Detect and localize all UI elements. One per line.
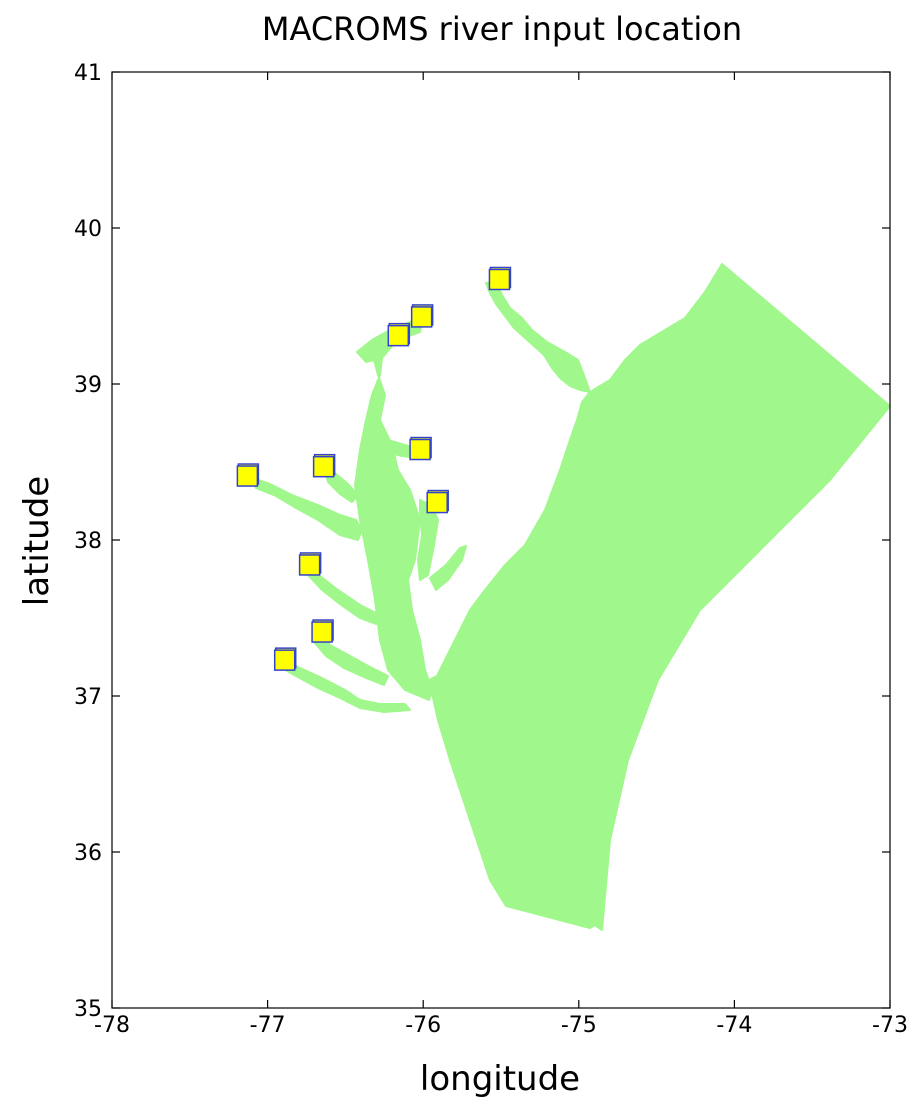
river-input-marker-square bbox=[273, 649, 296, 671]
pocomoke-river-shape bbox=[429, 545, 467, 591]
river-input-marker-square bbox=[387, 324, 410, 347]
york-river-shape bbox=[313, 632, 389, 686]
river-input-marker-square bbox=[312, 455, 335, 478]
chart-title: MACROMS river input location bbox=[262, 10, 742, 48]
river-input-marker-square bbox=[426, 491, 448, 514]
ocean-domain-shape bbox=[428, 263, 891, 931]
potomac-river-shape bbox=[251, 477, 363, 541]
river-input-marker bbox=[387, 322, 411, 347]
x-tick-label: -73 bbox=[872, 1013, 908, 1038]
model-domain-layer bbox=[251, 263, 891, 931]
river-input-markers bbox=[236, 266, 512, 671]
river-input-marker bbox=[236, 463, 260, 487]
river-input-marker-square bbox=[298, 554, 321, 576]
river-input-marker-square bbox=[409, 438, 431, 461]
river-input-marker-square bbox=[236, 465, 259, 487]
x-tick-label: -74 bbox=[716, 1013, 752, 1038]
river-input-marker-square bbox=[410, 306, 433, 328]
rappahannock-river-shape bbox=[307, 566, 379, 625]
river-input-marker bbox=[311, 619, 334, 643]
ticks-layer: -78 -77 -76 -75 -74 -73 35 36 37 38 39 40 41 bbox=[74, 61, 908, 1038]
y-axis-label: latitude bbox=[17, 476, 57, 606]
y-tick-label: 37 bbox=[74, 685, 102, 710]
river-input-marker-square bbox=[311, 621, 333, 643]
river-input-marker bbox=[409, 436, 432, 461]
y-tick-label: 38 bbox=[74, 529, 102, 554]
delaware-bay-shape bbox=[485, 280, 591, 393]
y-tick-label: 39 bbox=[74, 373, 102, 398]
x-axis-label: longitude bbox=[420, 1059, 580, 1099]
y-tick-label: 36 bbox=[74, 841, 102, 866]
y-tick-label: 41 bbox=[74, 61, 102, 86]
river-input-marker bbox=[410, 304, 434, 328]
river-input-marker bbox=[426, 489, 449, 514]
x-tick-label: -76 bbox=[405, 1013, 441, 1038]
river-input-marker bbox=[312, 453, 336, 478]
river-input-marker bbox=[273, 647, 297, 671]
river-input-marker-square bbox=[488, 268, 511, 291]
x-tick-label: -77 bbox=[250, 1013, 286, 1038]
james-river-shape bbox=[281, 659, 411, 713]
river-input-marker bbox=[488, 266, 512, 291]
x-tick-label: -78 bbox=[94, 1013, 130, 1038]
x-tick-label: -75 bbox=[561, 1013, 597, 1038]
y-tick-label: 40 bbox=[74, 217, 102, 242]
river-input-marker bbox=[298, 552, 322, 576]
y-tick-label: 35 bbox=[74, 997, 102, 1022]
